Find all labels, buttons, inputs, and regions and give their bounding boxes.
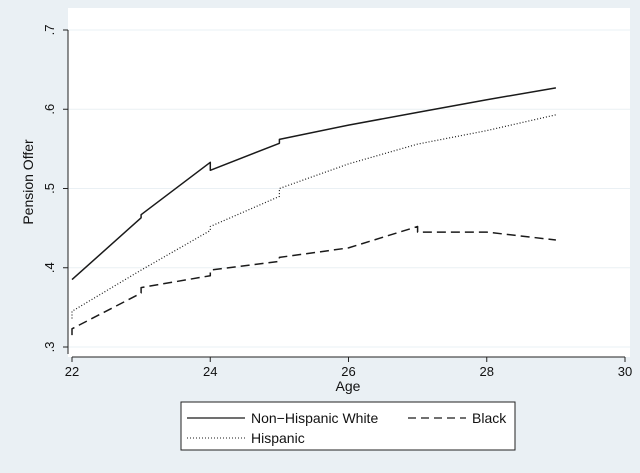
x-tick-label: 22 — [65, 364, 79, 379]
series-black-line — [71, 225, 556, 336]
plot-area — [68, 8, 630, 357]
y-tick-label: .7 — [42, 25, 57, 36]
x-tick-label: 30 — [618, 364, 632, 379]
legend: Non−Hispanic White Black Hispanic — [180, 401, 516, 451]
y-tick-label: .3 — [42, 342, 57, 353]
legend-label-hispanic: Hispanic — [251, 430, 305, 446]
legend-box — [180, 401, 516, 451]
y-tick-label: .5 — [42, 183, 57, 194]
y-axis-title: Pension Offer — [20, 139, 36, 225]
y-tick-label: .4 — [42, 262, 57, 273]
x-tick-label: 28 — [480, 364, 494, 379]
x-axis-ticks: 22 24 26 28 30 — [65, 357, 632, 379]
series-hispanic-line — [71, 114, 557, 319]
series-layer — [71, 87, 557, 336]
legend-label-non-hispanic-white: Non−Hispanic White — [251, 410, 378, 426]
x-tick-label: 26 — [341, 364, 355, 379]
y-tick-label: .6 — [42, 104, 57, 115]
x-tick-label: 24 — [203, 364, 217, 379]
legend-label-black: Black — [472, 410, 507, 426]
gridlines — [68, 29, 630, 348]
series-non-hispanic-white-line — [71, 87, 557, 281]
x-axis-title: Age — [336, 378, 361, 394]
y-axis-ticks: .3 .4 .5 .6 .7 — [42, 25, 68, 353]
